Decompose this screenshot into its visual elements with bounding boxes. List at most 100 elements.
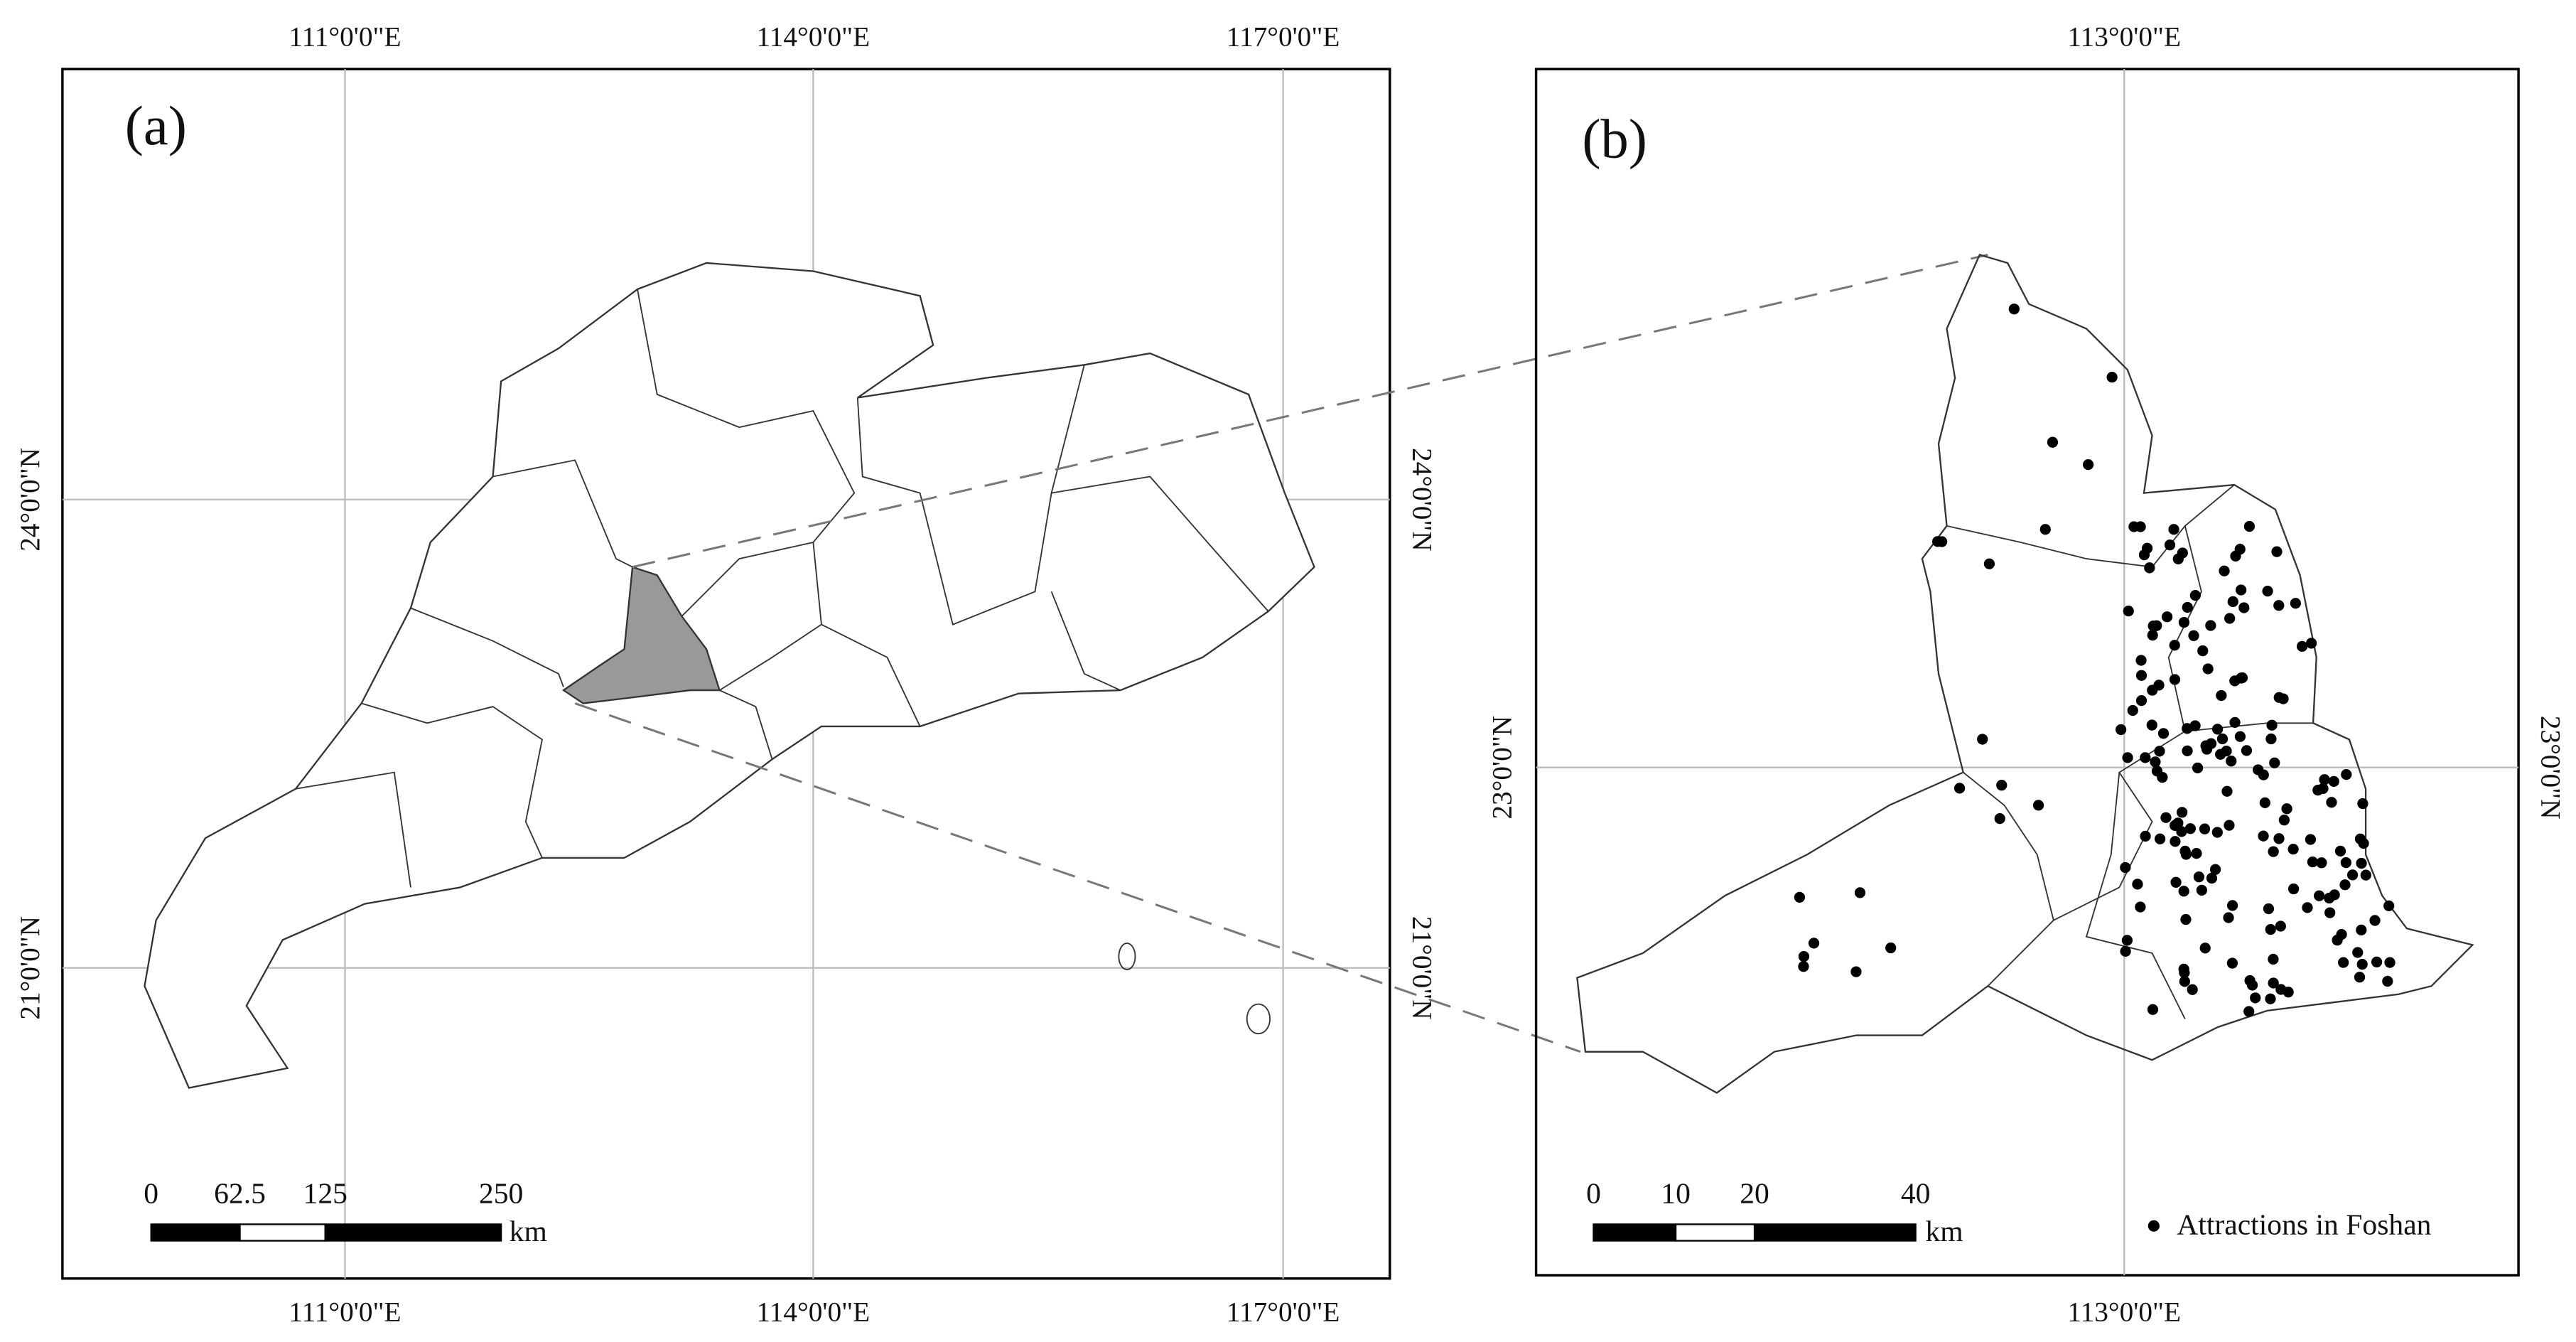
legend-marker xyxy=(2147,1220,2160,1232)
attraction-point xyxy=(2258,830,2269,842)
attraction-point xyxy=(2211,724,2224,735)
attraction-point xyxy=(2221,745,2232,757)
attraction-point xyxy=(2271,546,2283,557)
attraction-point xyxy=(2140,752,2151,763)
attraction-point xyxy=(2275,984,2287,995)
attraction-point xyxy=(2196,884,2207,896)
attraction-point xyxy=(2032,800,2044,811)
attraction-point xyxy=(1977,734,1988,745)
coordinate-label: 0 xyxy=(144,1178,158,1211)
attraction-point xyxy=(2047,436,2059,448)
coordinate-label: 250 xyxy=(479,1178,523,1211)
attraction-point xyxy=(2263,903,2275,915)
attraction-point xyxy=(2332,935,2343,946)
attraction-point xyxy=(2296,640,2308,652)
attraction-point xyxy=(2316,857,2327,869)
scale-bar-a xyxy=(150,1223,502,1242)
attraction-point xyxy=(2187,984,2198,995)
attraction-point xyxy=(2184,823,2197,834)
attraction-point xyxy=(2338,957,2349,968)
attraction-point xyxy=(1885,942,1897,954)
attraction-point xyxy=(2281,803,2292,815)
attraction-point xyxy=(2265,733,2277,745)
attraction-point xyxy=(2339,879,2351,891)
attraction-point xyxy=(2205,738,2217,749)
attraction-point xyxy=(1798,961,1809,972)
attraction-point xyxy=(1953,783,1966,794)
attraction-point xyxy=(2241,745,2253,756)
attraction-point xyxy=(1854,887,1866,898)
attraction-point xyxy=(2287,843,2299,855)
attraction-point xyxy=(2341,769,2352,780)
attraction-point xyxy=(2324,907,2336,918)
attraction-point xyxy=(2169,640,2180,651)
attraction-point xyxy=(2326,797,2337,808)
attraction-point xyxy=(2265,993,2276,1004)
zoom-lines xyxy=(574,253,1988,1053)
attraction-point xyxy=(2360,869,2371,881)
attraction-point xyxy=(2144,562,2155,574)
scale-bar-b xyxy=(1593,1223,1917,1242)
attraction-point xyxy=(2250,992,2261,1004)
attraction-point xyxy=(2275,920,2286,932)
attraction-point xyxy=(2082,459,2094,471)
attraction-point xyxy=(2266,719,2278,731)
attraction-point xyxy=(2205,620,2216,631)
coordinate-label: 111°0'0"E xyxy=(289,1297,401,1328)
attraction-point xyxy=(2319,774,2330,785)
attraction-point xyxy=(2234,544,2246,555)
attraction-point xyxy=(2219,565,2230,576)
attraction-point xyxy=(2209,864,2221,875)
attraction-point xyxy=(2122,752,2133,763)
attraction-point xyxy=(2268,953,2279,965)
attraction-point xyxy=(2305,834,2317,845)
attraction-point xyxy=(2179,976,2190,987)
attraction-point xyxy=(2384,957,2396,968)
attraction-point xyxy=(2170,820,2181,831)
attraction-point xyxy=(2224,820,2235,831)
attraction-point xyxy=(2253,764,2264,775)
attraction-point xyxy=(2226,756,2237,767)
attraction-point xyxy=(1996,780,2008,791)
attraction-point xyxy=(2356,959,2368,970)
coordinate-label: 24°0'0"N xyxy=(14,448,45,552)
attraction-point xyxy=(2182,745,2193,756)
attraction-point xyxy=(2236,672,2247,684)
attraction-point xyxy=(2193,871,2205,883)
attraction-point xyxy=(2106,372,2118,383)
attraction-point xyxy=(2223,912,2234,923)
coordinate-label: km xyxy=(510,1215,547,1248)
attraction-point xyxy=(2243,520,2256,532)
attraction-point xyxy=(2290,598,2301,609)
attraction-point xyxy=(2352,947,2364,958)
attraction-point xyxy=(2238,602,2250,613)
attraction-point xyxy=(2128,521,2140,532)
attraction-point xyxy=(2305,638,2317,649)
attraction-point xyxy=(2268,977,2279,989)
coordinate-label: 117°0'0"E xyxy=(1227,21,1340,53)
panel-label: (a) xyxy=(125,95,187,157)
attraction-point xyxy=(2346,869,2359,881)
attraction-point xyxy=(2278,815,2290,826)
attraction-point xyxy=(2356,857,2367,869)
attraction-point xyxy=(2140,830,2151,842)
attraction-point xyxy=(2182,601,2193,613)
foshan-area xyxy=(561,566,721,704)
coordinate-label: 24°0'0"N xyxy=(1406,448,1438,552)
attraction-point xyxy=(1931,536,1944,547)
attraction-point xyxy=(2123,605,2134,617)
attraction-point xyxy=(2369,915,2381,926)
attraction-point xyxy=(2269,757,2280,768)
attraction-point xyxy=(2226,957,2238,969)
attraction-point xyxy=(2115,724,2127,736)
attraction-point xyxy=(2189,590,2201,601)
coordinate-label: 21°0'0"N xyxy=(1406,916,1438,1020)
attraction-point xyxy=(2188,630,2199,641)
coordinate-label: 20 xyxy=(1740,1178,1769,1211)
attraction-point xyxy=(2192,762,2204,774)
attraction-point xyxy=(2127,704,2138,716)
attraction-point xyxy=(2147,1004,2159,1015)
attraction-point xyxy=(2170,876,2182,888)
coordinate-label: 23°0'0"N xyxy=(1487,716,1518,820)
guangdong-outline xyxy=(144,262,1315,1089)
